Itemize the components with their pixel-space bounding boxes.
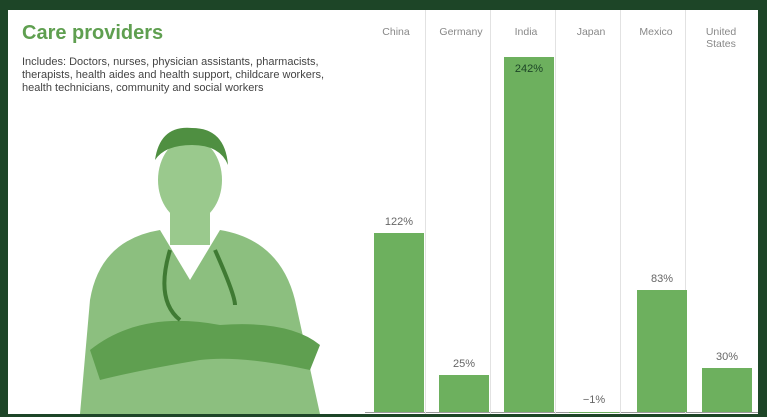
bar — [374, 233, 424, 412]
column-divider — [555, 10, 556, 414]
value-label: 242% — [514, 63, 544, 75]
chart-title: Care providers — [22, 22, 164, 44]
bar — [569, 412, 619, 414]
category-label: Japan — [576, 26, 606, 38]
bar — [504, 57, 554, 412]
category-label: Germany — [439, 26, 483, 38]
column-divider — [620, 10, 621, 414]
category-label: India — [514, 26, 538, 38]
category-label: China — [382, 26, 410, 38]
value-label: 30% — [715, 350, 739, 363]
illustration — [80, 127, 320, 414]
bar — [439, 375, 489, 412]
category-label: Mexico — [639, 26, 673, 38]
value-label: 25% — [452, 358, 476, 371]
value-label: 122% — [384, 216, 414, 229]
column-divider — [425, 10, 426, 414]
bar — [637, 290, 687, 412]
chart-subtitle: Includes: Doctors, nurses, physician ass… — [22, 56, 325, 94]
column-divider — [490, 10, 491, 414]
bar — [702, 367, 752, 412]
column-divider — [685, 10, 686, 414]
value-label: −1% — [582, 394, 606, 406]
value-label: 83% — [650, 273, 674, 286]
baseline — [365, 412, 758, 413]
category-label: United States — [705, 26, 737, 50]
